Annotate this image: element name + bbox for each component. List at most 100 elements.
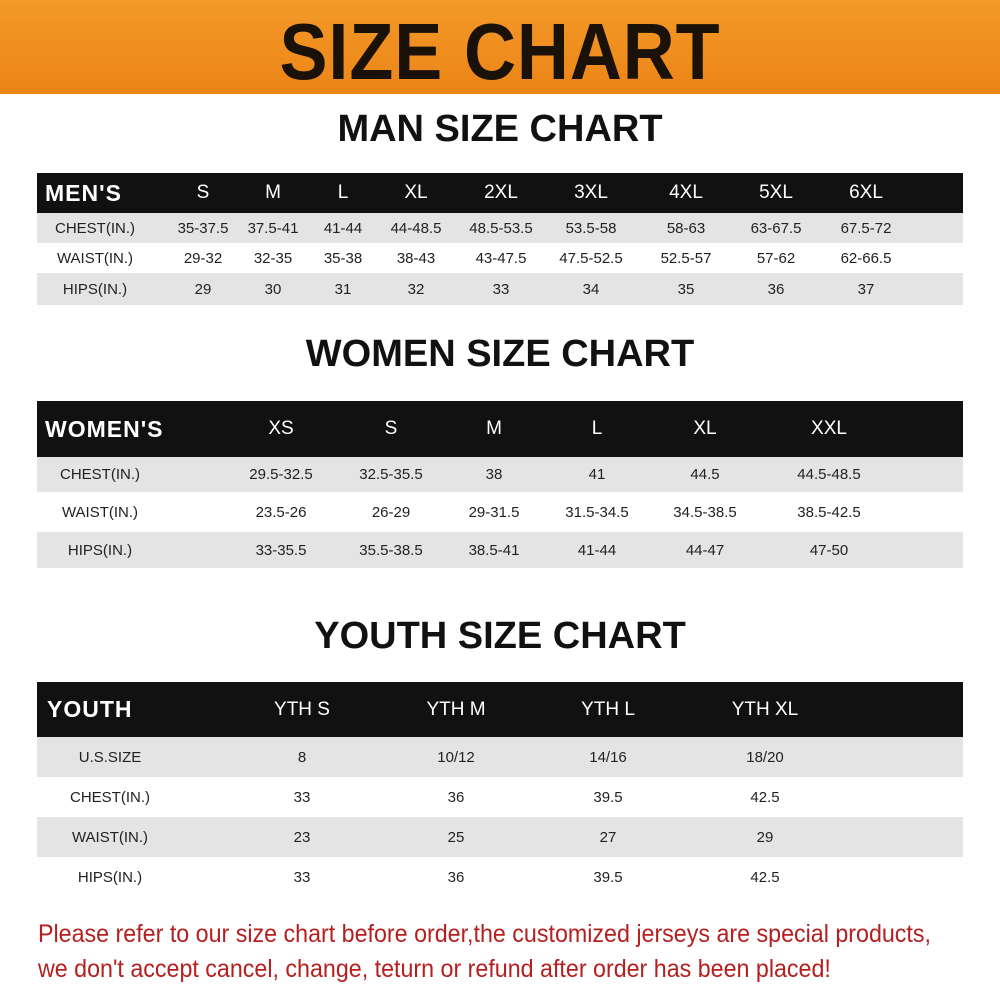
- table-cell: 23.5-26: [255, 503, 307, 521]
- table-cell: 10/12: [437, 748, 475, 766]
- table-cell: 29.5-32.5: [249, 466, 313, 483]
- size-column-header: S: [384, 418, 398, 439]
- table-cell: 23: [293, 828, 311, 846]
- table-cell: 33: [293, 788, 311, 806]
- table-cell: 44-48.5: [390, 219, 442, 237]
- table-cell: 38: [485, 466, 503, 483]
- table-cell: 18/20: [746, 748, 784, 766]
- table-cell: 37.5-41: [247, 219, 299, 237]
- table-cell: 35: [677, 280, 695, 298]
- table-cell: 25: [447, 828, 465, 846]
- size-column-header: 3XL: [574, 182, 608, 203]
- table-row: HIPS(IN.) 33-35.5 35.5-38.5 38.5-41 41-44 44-…: [37, 532, 963, 568]
- table-cell: 67.5-72: [840, 219, 892, 237]
- row-label: CHEST(IN.): [70, 788, 150, 806]
- size-column-header: 5XL: [759, 182, 793, 203]
- table-row: CHEST(IN.) 33 36 39.5 42.5: [37, 777, 963, 817]
- table-cell: 44.5-48.5: [797, 466, 861, 483]
- table-cell: 43-47.5: [475, 249, 527, 267]
- table-cell: 57-62: [756, 249, 796, 267]
- table-cell: 53.5-58: [565, 219, 617, 237]
- table-cell: 47-50: [809, 541, 849, 559]
- size-column-header: YTH XL: [731, 698, 799, 720]
- table-row: HIPS(IN.) 33 36 39.5 42.5: [37, 857, 963, 897]
- table-header-row: YOUTH YTH S YTH M YTH L YTH XL: [37, 682, 963, 737]
- table-cell: 36: [447, 788, 465, 806]
- table-row: WAIST(IN.) 29-32 32-35 35-38 38-43 43-47.5 47.…: [37, 243, 963, 273]
- table-cell: 14/16: [589, 748, 627, 766]
- table-cell: 39.5: [593, 788, 623, 806]
- table-header-row: WOMEN'S XS S M L XL XXL: [37, 401, 963, 457]
- header-label: MEN'S: [45, 179, 122, 206]
- header-label: WOMEN'S: [45, 415, 164, 442]
- table-cell: 38.5-41: [468, 541, 520, 559]
- size-column-header: L: [591, 418, 603, 439]
- table-cell: 41-44: [323, 219, 363, 237]
- row-label: CHEST(IN.): [55, 219, 135, 237]
- title-banner: SIZE CHART: [0, 0, 1000, 96]
- table-cell: 37: [857, 280, 875, 298]
- size-column-header: L: [337, 182, 349, 203]
- table-row: HIPS(IN.) 29 30 31 32 33 34 35 36 37: [37, 273, 963, 305]
- row-label: WAIST(IN.): [71, 828, 149, 846]
- table-cell: 47.5-52.5: [559, 249, 623, 267]
- table-cell: 29: [756, 828, 774, 846]
- table-cell: 26-29: [371, 503, 411, 521]
- table-row: WAIST(IN.) 23.5-26 26-29 29-31.5 31.5-34.5 34…: [37, 492, 963, 532]
- table-cell: 30: [264, 280, 282, 298]
- size-column-header: 6XL: [849, 182, 883, 203]
- table-cell: 62-66.5: [840, 249, 892, 267]
- table-cell: 36: [447, 868, 465, 886]
- size-column-header: YTH L: [581, 698, 635, 720]
- size-column-header: XL: [693, 418, 717, 439]
- table-cell: 44.5: [690, 466, 720, 483]
- table-cell: 34: [582, 280, 600, 298]
- row-label: WAIST(IN.): [61, 503, 139, 521]
- row-label: HIPS(IN.): [77, 868, 143, 886]
- table-cell: 39.5: [593, 868, 623, 886]
- row-label: U.S.SIZE: [78, 748, 142, 766]
- table-cell: 8: [297, 748, 307, 766]
- table-cell: 31: [334, 280, 352, 298]
- table-cell: 31.5-34.5: [565, 503, 629, 521]
- size-column-header: YTH S: [274, 698, 330, 720]
- table-row: U.S.SIZE 8 10/12 14/16 18/20: [37, 737, 963, 777]
- table-cell: 41: [588, 466, 606, 483]
- size-column-header: XL: [404, 182, 428, 203]
- table-cell: 48.5-53.5: [469, 219, 533, 237]
- table-cell: 38.5-42.5: [797, 503, 861, 521]
- size-column-header: M: [486, 418, 502, 439]
- table-cell: 42.5: [750, 788, 780, 806]
- table-cell: 35-37.5: [177, 219, 229, 237]
- table-cell: 35-38: [323, 249, 363, 267]
- table-cell: 44-47: [685, 541, 725, 559]
- table-cell: 58-63: [666, 219, 706, 237]
- table-cell: 38-43: [396, 249, 436, 267]
- table-cell: 35.5-38.5: [359, 541, 423, 559]
- table-cell: 33-35.5: [255, 541, 307, 559]
- size-column-header: 4XL: [669, 182, 703, 203]
- table-header-row: MEN'S S M L XL 2XL 3XL 4XL 5XL 6XL: [37, 173, 963, 213]
- size-column-header: XS: [268, 418, 294, 439]
- table-cell: 42.5: [750, 868, 780, 886]
- row-label: WAIST(IN.): [56, 249, 134, 267]
- table-cell: 32-35: [253, 249, 293, 267]
- table-cell: 63-67.5: [750, 219, 802, 237]
- table-cell: 29-31.5: [468, 503, 520, 521]
- notice-line-2: we don't accept cancel, change, teturn o…: [38, 955, 831, 983]
- table-cell: 32: [407, 280, 425, 298]
- table-cell: 29: [194, 280, 212, 298]
- size-column-header: M: [265, 182, 281, 203]
- table-cell: 41-44: [577, 541, 617, 559]
- women-section-title: WOMEN SIZE CHART: [305, 333, 695, 375]
- row-label: HIPS(IN.): [62, 280, 128, 298]
- size-column-header: S: [196, 182, 210, 203]
- table-row: CHEST(IN.) 29.5-32.5 32.5-35.5 38 41 44.5 44.5…: [37, 457, 963, 492]
- table-row: CHEST(IN.) 35-37.5 37.5-41 41-44 44-48.5 48.5…: [37, 213, 963, 243]
- header-label: YOUTH: [47, 696, 133, 722]
- youth-section-title: YOUTH SIZE CHART: [314, 615, 686, 657]
- row-label: CHEST(IN.): [60, 466, 140, 483]
- table-cell: 33: [492, 280, 510, 298]
- page-title: SIZE CHART: [279, 7, 721, 96]
- table-cell: 32.5-35.5: [359, 466, 423, 483]
